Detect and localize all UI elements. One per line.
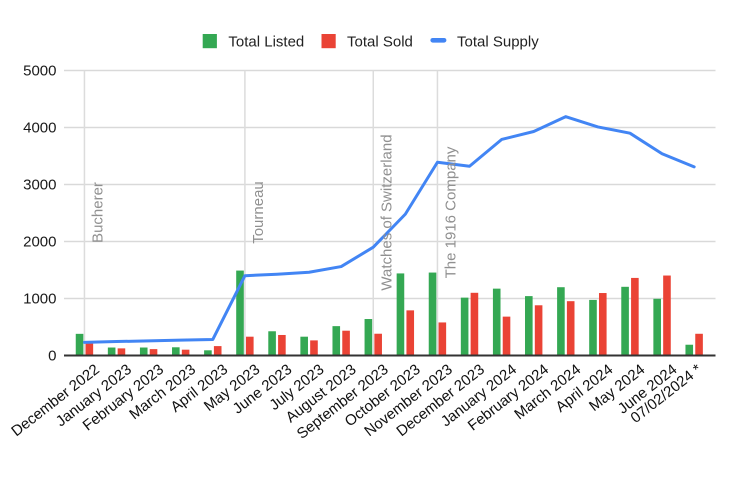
svg-text:Tourneau: Tourneau bbox=[250, 181, 267, 244]
svg-text:The 1916 Company: The 1916 Company bbox=[442, 146, 459, 278]
svg-text:Total Sold: Total Sold bbox=[347, 34, 413, 51]
svg-text:0: 0 bbox=[48, 348, 56, 365]
svg-text:2000: 2000 bbox=[23, 234, 56, 251]
svg-text:Bucherer: Bucherer bbox=[89, 182, 106, 243]
svg-text:Total Supply: Total Supply bbox=[457, 34, 539, 51]
svg-text:Watches of Switzerland: Watches of Switzerland bbox=[378, 134, 395, 290]
svg-text:3000: 3000 bbox=[23, 177, 56, 194]
svg-text:Total Listed: Total Listed bbox=[228, 34, 304, 51]
svg-text:4000: 4000 bbox=[23, 120, 56, 137]
svg-text:1000: 1000 bbox=[23, 291, 56, 308]
svg-text:5000: 5000 bbox=[23, 63, 56, 80]
